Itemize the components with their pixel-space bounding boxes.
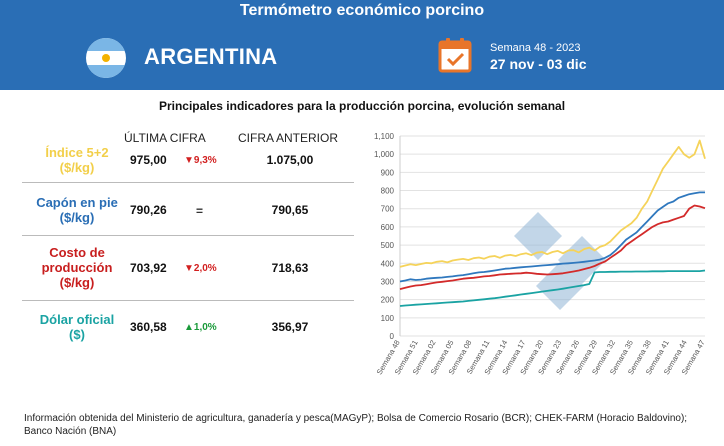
indicator-name: Índice 5+2 ($/kg) (45, 145, 109, 175)
country-name: ARGENTINA (144, 44, 278, 69)
y-tick-label: 800 (381, 187, 395, 196)
change-badge: ▼2,0% (184, 263, 217, 274)
series-line-3 (399, 269, 706, 307)
calendar-check-icon (438, 38, 472, 73)
previous-value: 1.075,00 (266, 153, 314, 167)
col-header-last: ÚLTIMA CIFRA (124, 131, 206, 145)
last-value: 703,92 (130, 261, 167, 275)
series-line-2 (399, 204, 706, 290)
y-tick-label: 1,000 (374, 150, 395, 159)
source-footnote: Información obtenida del Ministerio de a… (24, 413, 688, 437)
y-tick-label: 200 (381, 296, 395, 305)
indicator-name: Costo de producción ($/kg) (41, 245, 113, 290)
change-badge: ▲1,0% (184, 322, 217, 333)
change-badge: = (196, 204, 204, 218)
argentina-flag-icon (86, 38, 126, 78)
last-value: 975,00 (130, 153, 167, 167)
previous-value: 356,97 (271, 320, 309, 334)
row-divider (22, 235, 354, 236)
change-badge: ▼9,3% (184, 155, 217, 166)
y-tick-label: 400 (381, 259, 395, 268)
indicator-name: Dólar oficial ($) (39, 312, 115, 342)
y-tick-label: 100 (381, 314, 395, 323)
section-subtitle: Principales indicadores para la producci… (158, 99, 566, 113)
indicators-line-chart: 01002003004005006007008009001,0001,100Se… (374, 132, 707, 376)
y-tick-label: 700 (381, 205, 395, 214)
last-value: 790,26 (130, 203, 167, 217)
last-value: 360,58 (130, 320, 167, 334)
y-tick-label: 300 (381, 277, 395, 286)
y-tick-label: 500 (381, 241, 395, 250)
row-divider (22, 182, 354, 183)
y-tick-label: 0 (390, 332, 395, 341)
previous-value: 718,63 (271, 261, 309, 275)
previous-value: 790,65 (271, 203, 309, 217)
row-divider (22, 300, 354, 301)
date-range: 27 nov - 03 dic (490, 56, 587, 72)
indicator-name: Capón en pie ($/kg) (36, 195, 118, 225)
y-tick-label: 600 (381, 223, 395, 232)
series-line-1 (399, 191, 705, 283)
watermark-logo-shape (514, 212, 562, 260)
col-header-previous: CIFRA ANTERIOR (238, 131, 339, 145)
week-label: Semana 48 - 2023 (490, 42, 581, 54)
y-tick-label: 1,100 (374, 132, 395, 141)
series-line-0 (399, 139, 706, 268)
report-title: Termómetro económico porcino (239, 2, 485, 19)
header-banner: Termómetro económico porcino ARGENTINA S… (0, 0, 724, 90)
y-tick-label: 900 (381, 168, 395, 177)
